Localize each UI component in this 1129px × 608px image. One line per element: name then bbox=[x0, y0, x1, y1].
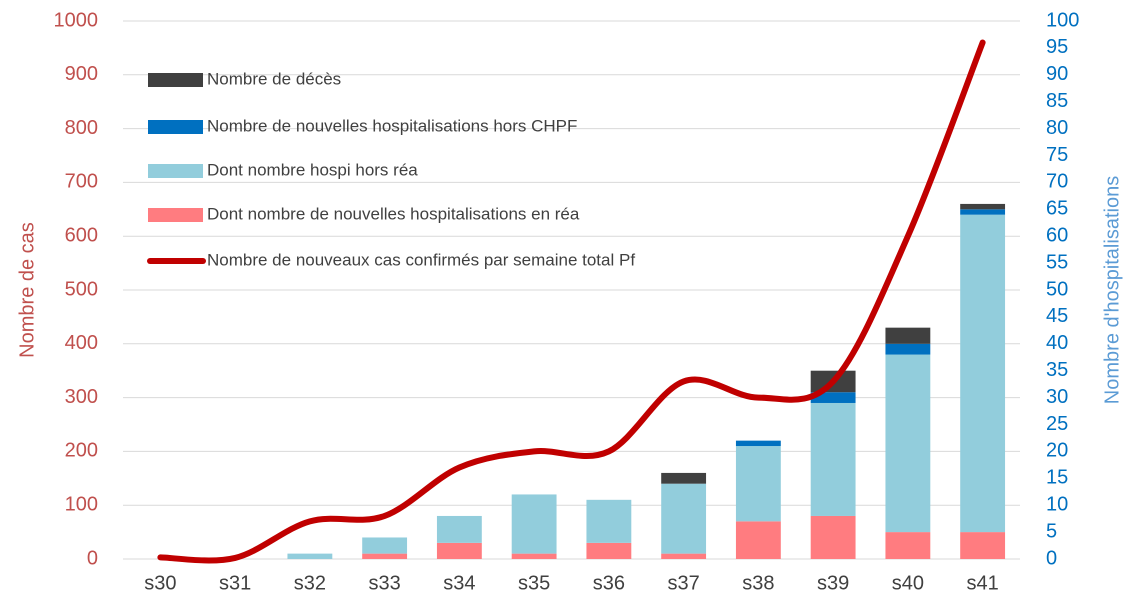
legend-label: Nombre de nouveaux cas confirmés par sem… bbox=[207, 250, 635, 269]
y-tick-label: 700 bbox=[65, 171, 98, 193]
bar-segment bbox=[885, 532, 931, 559]
x-tick-label: s41 bbox=[967, 572, 999, 594]
y-tick-label: 800 bbox=[65, 117, 98, 139]
bar-segment bbox=[436, 542, 482, 559]
bar-segment bbox=[960, 203, 1006, 210]
y-tick-label: 900 bbox=[65, 63, 98, 85]
y-tick-label: 600 bbox=[65, 224, 98, 246]
y2-tick-label: 35 bbox=[1046, 359, 1068, 381]
bar-segment bbox=[810, 392, 856, 403]
x-tick-label: s30 bbox=[144, 572, 176, 594]
y2-tick-label: 55 bbox=[1046, 251, 1068, 273]
legend-swatch bbox=[148, 164, 203, 178]
bar-segment bbox=[661, 472, 707, 484]
line bbox=[157, 39, 986, 564]
y2-tick-label: 0 bbox=[1046, 547, 1057, 569]
x-tick-label: s37 bbox=[668, 572, 700, 594]
bar-segment bbox=[810, 515, 856, 559]
bar-segment bbox=[362, 537, 408, 554]
legend-label: Nombre de nouvelles hospitalisations hor… bbox=[207, 116, 577, 135]
y2-tick-label: 60 bbox=[1046, 224, 1068, 246]
legend-label: Nombre de décès bbox=[207, 69, 341, 88]
x-tick-label: s36 bbox=[593, 572, 625, 594]
y-tick-label: 200 bbox=[65, 440, 98, 462]
y-tick-label: 300 bbox=[65, 386, 98, 408]
bar-segment bbox=[586, 499, 632, 543]
bar-segment bbox=[885, 343, 931, 355]
bar-segment bbox=[586, 542, 632, 559]
legend-label: Dont nombre hospi hors réa bbox=[207, 160, 418, 179]
y2-tick-label: 15 bbox=[1046, 467, 1068, 489]
bar-segment bbox=[511, 553, 557, 559]
bar-segment bbox=[735, 521, 781, 559]
y2-tick-label: 95 bbox=[1046, 36, 1068, 58]
y2-tick-label: 40 bbox=[1046, 332, 1068, 354]
y-tick-label: 400 bbox=[65, 332, 98, 354]
y-tick-label: 500 bbox=[65, 278, 98, 300]
y2-tick-label: 5 bbox=[1046, 520, 1057, 542]
bar-segment bbox=[511, 494, 557, 554]
y-axis-label: Nombre de cas bbox=[16, 222, 38, 358]
x-tick-label: s34 bbox=[443, 572, 475, 594]
y2-tick-label: 100 bbox=[1046, 9, 1079, 31]
legend-swatch bbox=[148, 120, 203, 134]
legend-label: Dont nombre de nouvelles hospitalisation… bbox=[207, 204, 580, 223]
bar-segment bbox=[661, 553, 707, 559]
y2-tick-label: 85 bbox=[1046, 90, 1068, 112]
bar-segment bbox=[735, 440, 781, 447]
bar-segment bbox=[661, 483, 707, 554]
y2-tick-label: 30 bbox=[1046, 386, 1068, 408]
legend-swatch bbox=[148, 73, 203, 87]
bar-segment bbox=[362, 553, 408, 559]
y2-tick-label: 65 bbox=[1046, 198, 1068, 220]
bar-segment bbox=[960, 209, 1006, 215]
bar-segment bbox=[960, 214, 1006, 533]
y2-tick-label: 20 bbox=[1046, 440, 1068, 462]
bar-segment bbox=[885, 354, 931, 533]
bar-segment bbox=[960, 532, 1006, 559]
y2-tick-label: 80 bbox=[1046, 117, 1068, 139]
bar-segment bbox=[885, 327, 931, 344]
y-tick-label: 1000 bbox=[54, 9, 99, 31]
y2-tick-label: 70 bbox=[1046, 171, 1068, 193]
y2-axis-label: Nombre d'hospitalisations bbox=[1101, 176, 1123, 404]
x-tick-label: s33 bbox=[369, 572, 401, 594]
y2-tick-label: 50 bbox=[1046, 278, 1068, 300]
x-tick-label: s31 bbox=[219, 572, 251, 594]
y2-tick-label: 90 bbox=[1046, 63, 1068, 85]
y2-tick-label: 10 bbox=[1046, 493, 1068, 515]
bar-segment bbox=[287, 553, 333, 559]
x-tick-label: s39 bbox=[817, 572, 849, 594]
legend-swatch bbox=[148, 208, 203, 222]
x-tick-label: s40 bbox=[892, 572, 924, 594]
y2-tick-label: 75 bbox=[1046, 144, 1068, 166]
y-tick-label: 0 bbox=[87, 547, 98, 569]
y-tick-label: 100 bbox=[65, 493, 98, 515]
y2-tick-label: 25 bbox=[1046, 413, 1068, 435]
bar-segment bbox=[735, 446, 781, 522]
x-tick-label: s32 bbox=[294, 572, 326, 594]
x-tick-label: s38 bbox=[742, 572, 774, 594]
x-tick-label: s35 bbox=[518, 572, 550, 594]
bar-segment bbox=[436, 515, 482, 543]
bar-segment bbox=[810, 402, 856, 516]
y2-tick-label: 45 bbox=[1046, 305, 1068, 327]
